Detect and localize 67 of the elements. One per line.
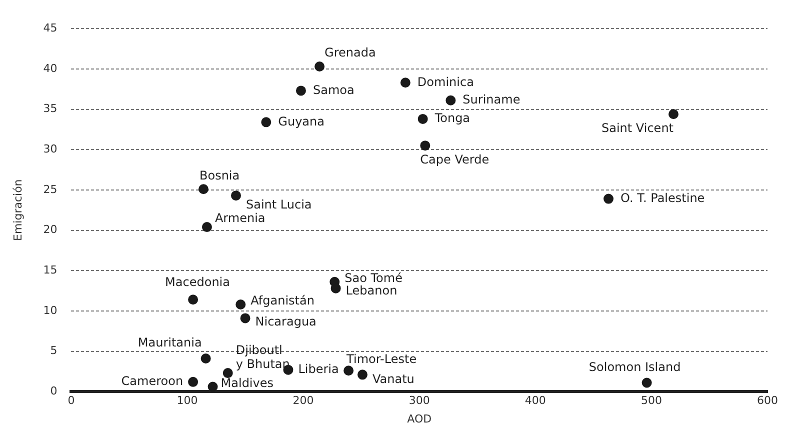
point bbox=[642, 378, 652, 388]
point bbox=[418, 114, 428, 124]
x-tick-label: 500 bbox=[640, 394, 662, 408]
point bbox=[604, 194, 614, 204]
point bbox=[357, 370, 368, 380]
point bbox=[261, 117, 272, 128]
y-tick-label: 25 bbox=[43, 182, 58, 196]
point bbox=[230, 190, 241, 201]
point bbox=[208, 382, 218, 392]
y-tick-label: 35 bbox=[43, 102, 58, 116]
annotation: Macedonia bbox=[165, 274, 230, 289]
annotation: Saint Lucia bbox=[246, 198, 312, 212]
x-tick-label: 400 bbox=[524, 394, 546, 408]
annotation: Tonga bbox=[434, 111, 470, 126]
y-tick-label: 5 bbox=[50, 344, 58, 358]
annotation: Afganistán bbox=[250, 294, 314, 308]
y-tick-label: 10 bbox=[43, 304, 58, 317]
point bbox=[420, 140, 430, 151]
point bbox=[236, 299, 246, 310]
annotation: Suriname bbox=[462, 92, 520, 107]
y-tick-label: 20 bbox=[43, 223, 58, 236]
x-tick-label: 100 bbox=[176, 394, 198, 408]
point bbox=[668, 109, 678, 120]
point bbox=[446, 95, 456, 106]
annotation: Mauritania bbox=[138, 336, 202, 350]
annotation: Solomon Island bbox=[588, 360, 681, 374]
y-tick-label: 15 bbox=[43, 263, 58, 276]
y-tick-label: 45 bbox=[43, 21, 58, 34]
point bbox=[188, 376, 198, 387]
annotation: Grenada bbox=[324, 46, 376, 60]
annotation: Saint Vicent bbox=[602, 121, 674, 136]
point bbox=[400, 78, 410, 88]
point bbox=[202, 222, 212, 232]
annotation: Samoa bbox=[312, 82, 354, 97]
annotation: O. T. Palestine bbox=[620, 190, 705, 205]
annotation: Timor-Leste bbox=[346, 352, 417, 366]
annotation: Djiboutl y Bhutan bbox=[236, 343, 290, 372]
annotation: Lebanon bbox=[346, 283, 398, 298]
x-tick-label: 300 bbox=[408, 394, 430, 408]
annotation: Cameroon bbox=[121, 374, 184, 388]
point bbox=[198, 184, 208, 194]
x-axis-title: AOD bbox=[407, 412, 432, 426]
annotation: Cape Verde bbox=[420, 152, 490, 167]
point bbox=[188, 294, 198, 305]
x-tick-label: 600 bbox=[757, 394, 778, 408]
y-axis-title: Emigración bbox=[11, 179, 24, 241]
point bbox=[344, 366, 354, 376]
point bbox=[330, 283, 341, 294]
point bbox=[200, 354, 211, 364]
annotation: Bosnia bbox=[199, 168, 240, 182]
x-tick-label: 200 bbox=[292, 394, 314, 408]
annotation: Armenia bbox=[214, 211, 266, 226]
annotation: Liberia bbox=[298, 362, 339, 376]
annotation: Guyana bbox=[278, 114, 324, 128]
annotation: Sao Tomé bbox=[344, 271, 402, 286]
y-tick-label: 30 bbox=[43, 142, 58, 156]
annotation: Maldives bbox=[220, 376, 274, 390]
annotation: Nicaragua bbox=[255, 314, 316, 328]
point bbox=[240, 313, 250, 324]
point bbox=[296, 86, 306, 96]
annotation: Dominica bbox=[417, 74, 474, 89]
y-tick-label: 40 bbox=[43, 62, 58, 75]
point bbox=[222, 368, 233, 378]
annotation: Vanatu bbox=[372, 372, 414, 386]
y-tick-label: 0 bbox=[50, 384, 58, 398]
x-tick-label: 0 bbox=[68, 394, 75, 408]
point bbox=[314, 62, 325, 72]
